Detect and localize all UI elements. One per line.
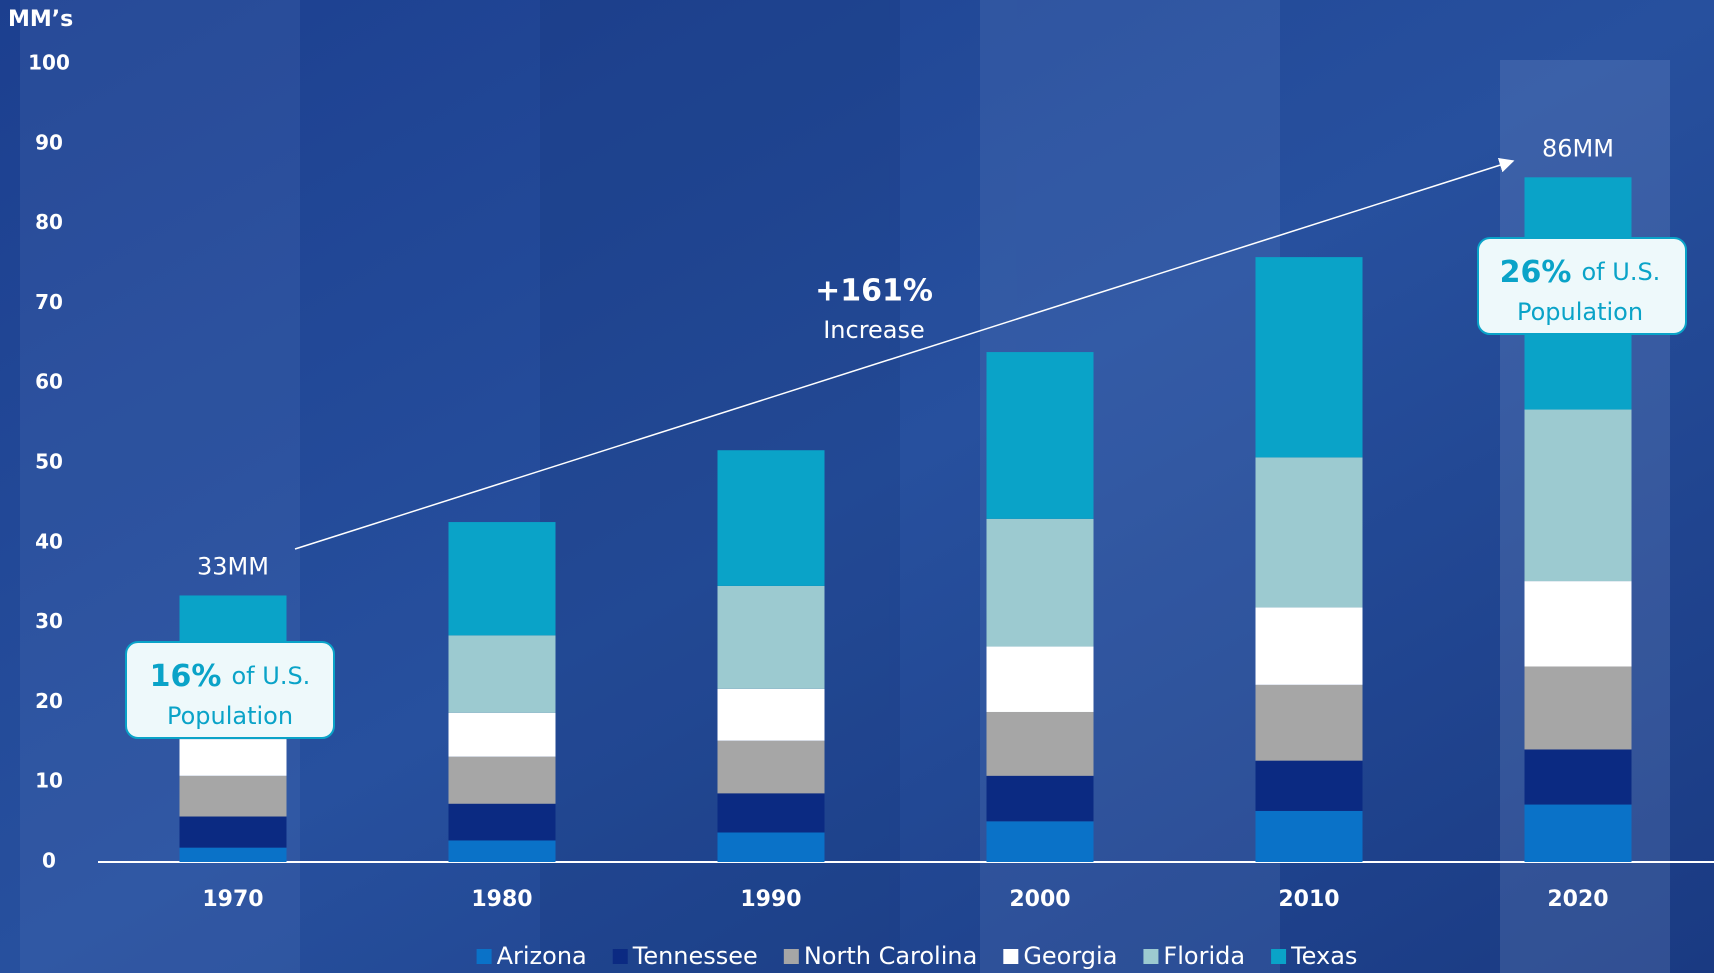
legend-label: Tennessee <box>632 942 758 970</box>
bar-segment <box>179 775 287 817</box>
callout-text: of U.S. <box>1581 258 1660 286</box>
legend-swatch <box>783 949 799 964</box>
bar-segment <box>1255 810 1363 862</box>
x-tick-label: 1980 <box>471 887 532 912</box>
y-tick-label: 90 <box>35 130 63 154</box>
bar-segment <box>448 712 556 757</box>
y-axis-label: MM’s <box>8 7 73 32</box>
legend-label: Arizona <box>497 942 587 970</box>
bar-segment <box>717 740 825 794</box>
legend-swatch <box>1003 949 1019 964</box>
bar-segment <box>986 775 1094 822</box>
bar-segment <box>717 585 825 689</box>
x-tick-label: 2020 <box>1547 887 1608 912</box>
y-tick-label: 40 <box>35 529 63 553</box>
bar-segment <box>179 739 287 776</box>
x-tick-label: 1970 <box>202 887 263 912</box>
bar-segment <box>986 821 1094 862</box>
bar-segment <box>986 711 1094 776</box>
legend-label: Georgia <box>1023 942 1117 970</box>
y-tick-label: 0 <box>42 849 56 873</box>
bar-segment <box>1524 666 1632 750</box>
callout-percent: 26% <box>1500 255 1572 290</box>
legend-swatch <box>1271 949 1287 964</box>
x-tick-label: 2000 <box>1009 887 1070 912</box>
bar-segment <box>1524 409 1632 582</box>
y-tick-label: 30 <box>35 609 63 633</box>
bar-segment <box>717 688 825 741</box>
y-tick-label: 70 <box>35 290 63 314</box>
bar-segment <box>448 840 556 862</box>
growth-label: +161% <box>815 274 933 309</box>
callout-line: 26% of U.S. <box>1500 255 1661 290</box>
callout-text: of U.S. <box>231 662 310 690</box>
bar-segment <box>717 832 825 862</box>
y-tick-label: 60 <box>35 370 63 394</box>
y-tick-label: 20 <box>35 689 63 713</box>
bar-segment <box>1524 581 1632 667</box>
bar-segment <box>1255 607 1363 685</box>
callout-line: 16% of U.S. <box>150 659 311 694</box>
bar-segment <box>1255 684 1363 761</box>
total-label: 86MM <box>1542 134 1614 162</box>
bar-segment <box>986 518 1094 647</box>
bar-segment <box>448 522 556 636</box>
bar-segment <box>986 646 1094 712</box>
bar-segment <box>448 635 556 713</box>
bar-segment <box>448 803 556 841</box>
callout-box <box>125 641 335 739</box>
legend-label: Texas <box>1290 942 1357 970</box>
plot: 0 10 20 30 40 50 60 70 80 90 100 1970 1980 1990 2000 20… <box>28 51 1632 912</box>
y-tick-label: 100 <box>28 51 70 75</box>
total-label: 33MM <box>197 552 269 580</box>
bar-segment <box>1255 457 1363 608</box>
callout-note: Population <box>167 702 293 730</box>
legend-swatch <box>476 949 492 964</box>
legend: Arizona Tennessee North Carolina Georgia Flo… <box>476 942 1357 970</box>
growth-arrow <box>294 157 1515 550</box>
bar-segment <box>448 756 556 804</box>
legend-label: Florida <box>1163 942 1245 970</box>
legend-swatch <box>1143 949 1159 964</box>
legend-label: North Carolina <box>804 942 978 970</box>
bar-segment <box>986 352 1094 519</box>
bar-segment <box>1524 804 1632 862</box>
legend-swatch <box>612 949 628 964</box>
y-tick-label: 50 <box>35 450 63 474</box>
x-tick-label: 2010 <box>1278 887 1339 912</box>
bar-segment <box>717 793 825 833</box>
bar-segment <box>1255 257 1363 458</box>
y-tick-label: 10 <box>35 769 63 793</box>
x-tick-label: 1990 <box>740 887 801 912</box>
growth-note: Increase <box>823 316 925 344</box>
bar-segment <box>179 816 287 848</box>
bar-segment <box>717 450 825 586</box>
bar-segment <box>1255 760 1363 811</box>
bar-segment <box>179 847 287 862</box>
bar-segment <box>1524 749 1632 805</box>
callout-note: Population <box>1517 298 1643 326</box>
y-tick-label: 80 <box>35 210 63 234</box>
callout-percent: 16% <box>150 659 222 694</box>
callout-box <box>1477 237 1687 335</box>
